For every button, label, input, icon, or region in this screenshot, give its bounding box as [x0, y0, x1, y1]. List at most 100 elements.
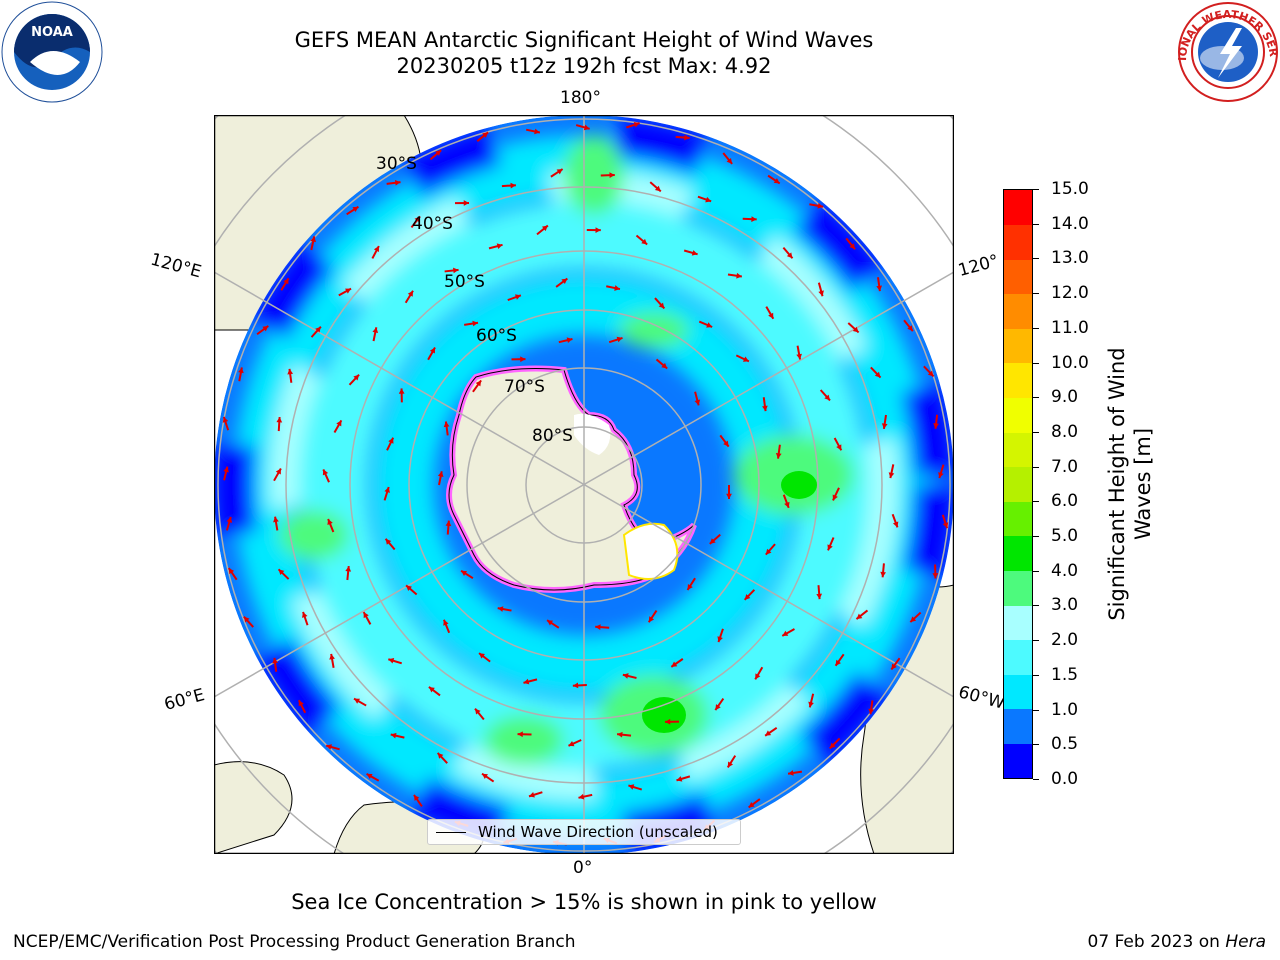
wave-arrow-head — [556, 169, 563, 175]
lat-label-30s: 30°S — [376, 154, 417, 174]
colorbar-tick-label: 5.0 — [1051, 526, 1079, 547]
wave-arrow-head — [751, 216, 757, 223]
wave-arrow-head — [523, 678, 530, 685]
legend-label: Wind Wave Direction (unscaled) — [478, 823, 718, 841]
wave-arrow-head — [475, 380, 482, 387]
wave-arrow-head — [775, 453, 782, 459]
wave-arrow-head — [398, 388, 405, 394]
colorbar-tick-label: 13.0 — [1051, 248, 1089, 269]
wave-arrow-head — [262, 325, 269, 332]
wave-arrow-head — [614, 285, 620, 291]
wave-arrow-head — [528, 792, 535, 798]
wave-arrow-head — [773, 178, 780, 184]
wave-arrow-head — [287, 368, 294, 375]
wave-arrow-head — [514, 294, 521, 300]
colorbar-segment — [1004, 501, 1032, 537]
colorbar-tick: 10.0 — [1033, 354, 1089, 372]
wave-arrow-head — [852, 326, 859, 333]
colorbar-tick: 9.0 — [1032, 389, 1078, 406]
colorbar-segment — [1004, 432, 1032, 468]
colorbar-tick: 15.0 — [1033, 179, 1089, 199]
colorbar-tick: 11.0 — [1033, 319, 1089, 337]
colorbar-segment — [1004, 743, 1032, 779]
wave-arrow-head — [717, 636, 723, 643]
wave-arrow-head — [283, 278, 289, 285]
wave-arrow-head — [665, 718, 671, 725]
colorbar-tick: 7.0 — [1032, 458, 1078, 476]
lon-label-60e: 60°E — [162, 685, 207, 715]
wave-arrow-head — [910, 616, 917, 623]
colorbar-label: Significant Height of Wind Waves [m] — [1104, 347, 1156, 620]
wave-arrow-head — [461, 570, 468, 576]
wave-arrow-head — [617, 731, 623, 738]
graticule — [214, 115, 954, 854]
footer-machine: Hera — [1225, 932, 1266, 952]
map-frame — [213, 114, 955, 855]
colorbar-tick-label: 2.0 — [1051, 630, 1079, 651]
wave-arrow-head — [463, 200, 470, 206]
wave-arrow-head — [715, 704, 721, 711]
wave-arrow-head — [654, 185, 661, 192]
colorbar — [1003, 189, 1033, 779]
wave-arrow-head — [932, 573, 939, 579]
wave-arrow-head — [888, 472, 895, 479]
plot-title-line2: 20230205 t12z 192h fcst Max: 4.92 — [396, 54, 772, 78]
wave-arrow-head — [276, 417, 283, 423]
wave-arrow-head — [726, 493, 732, 499]
colorbar-tick: 5.0 — [1032, 526, 1079, 547]
colorbar-segment — [1004, 362, 1032, 399]
wave-arrow-head — [353, 374, 360, 381]
wave-arrow-head — [345, 288, 352, 294]
wave-arrow-head — [609, 172, 615, 179]
wave-arrow-head — [808, 701, 814, 708]
lat-label-70s: 70°S — [504, 377, 545, 397]
wave-arrow-head — [616, 336, 623, 343]
colorbar-tick-label: 4.0 — [1051, 560, 1079, 581]
wave-arrow-head — [671, 661, 678, 667]
colorbar-segment — [1004, 259, 1032, 295]
wave-arrow-head — [818, 290, 824, 297]
polar-wave-map: 30°S 40°S 50°S 60°S 70°S 80°S — [213, 114, 955, 855]
wave-arrow-head — [648, 616, 655, 623]
wave-arrow-head — [310, 236, 316, 243]
colorbar-segment — [1004, 570, 1032, 606]
wave-arrow-head — [228, 568, 235, 575]
wave-arrow-head — [595, 227, 601, 233]
wave-arrow-head — [765, 548, 772, 555]
colorbar-tick: 8.0 — [1032, 421, 1079, 442]
wave-arrow-head — [222, 416, 229, 423]
nws-logo: NATIONAL WEATHER SERVICE — [1176, 0, 1280, 102]
colorbar-tick-label: 1.0 — [1051, 699, 1079, 720]
wave-arrow-head — [868, 708, 875, 715]
colorbar-tick: 1.5 — [1032, 666, 1078, 684]
wave-arrow-head — [706, 322, 713, 328]
wave-arrow-head — [836, 444, 842, 451]
wave-arrow-head — [406, 585, 412, 592]
wave-arrow-head — [298, 700, 304, 707]
wave-arrow-head — [443, 619, 449, 626]
wave-arrow-head — [428, 686, 435, 693]
colorbar-tick: 0.5 — [1032, 736, 1078, 753]
wave-arrow-head — [827, 544, 833, 551]
lat-label-80s: 80°S — [532, 426, 573, 446]
colorbar-segment — [1004, 605, 1032, 641]
wave-arrow-head — [874, 371, 881, 378]
wave-arrow-head — [345, 566, 352, 572]
wave-arrow-head — [891, 663, 897, 670]
colorbar-tick: 14.0 — [1033, 215, 1089, 233]
wave-arrow-head — [437, 471, 444, 478]
wave-arrow-head — [942, 522, 949, 529]
wave-arrow-head — [275, 468, 281, 475]
wave-arrow-head — [578, 793, 585, 800]
wave-arrow-head — [482, 132, 489, 138]
wave-arrow-head — [354, 698, 361, 704]
colorbar-tick-label: 15.0 — [1051, 179, 1089, 199]
colorbar-tick-label: 8.0 — [1051, 421, 1079, 442]
wave-arrow-head — [435, 150, 442, 156]
wave-arrow-head — [520, 356, 526, 363]
wave-arrow-head — [687, 584, 693, 590]
wave-arrow-head — [829, 742, 836, 749]
wave-arrow-head — [315, 326, 321, 333]
wave-arrow-head — [566, 337, 573, 344]
wave-arrow-head — [568, 741, 575, 747]
